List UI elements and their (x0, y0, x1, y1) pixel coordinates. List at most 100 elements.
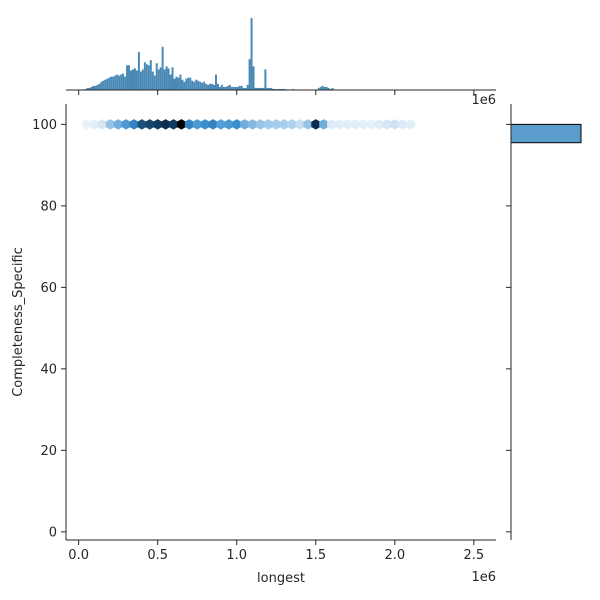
marginal-x-bar (106, 78, 109, 90)
hexbin-cell (184, 119, 194, 130)
hexbin-cell (287, 119, 297, 130)
hexbin-cell (97, 119, 107, 130)
marginal-x-bar (128, 65, 131, 90)
marginal-x-bar (197, 80, 200, 90)
marginal-x-bar (102, 80, 105, 90)
marginal-x-bar (151, 71, 154, 90)
marginal-x-bar (199, 81, 202, 90)
marginal-x-bar (84, 88, 87, 90)
hexbin-cell (232, 119, 242, 130)
marginal-x-bar (137, 51, 140, 90)
marginal-x-bar (165, 66, 168, 90)
marginal-x-bar (329, 88, 332, 90)
marginal-x-bar (187, 77, 190, 90)
hexbin-cell (311, 119, 321, 130)
hexbin-cell (192, 119, 202, 130)
marginal-x-bar (159, 67, 162, 90)
marginal-x-bar (126, 65, 129, 90)
marginal-x-bar (171, 67, 174, 90)
hexbin-cell (366, 119, 376, 130)
marginal-x-bar (135, 70, 138, 90)
marginal-x-bar (327, 87, 330, 90)
marginal-x-bar (90, 86, 93, 90)
marginal-x-bar (216, 83, 219, 90)
marginal-x-bar (331, 87, 334, 90)
marginal-x-bar (280, 88, 283, 90)
hexbin-cell (334, 119, 344, 130)
x-tick-label: 0.5 (147, 548, 168, 563)
marginal-x-bar (163, 69, 166, 90)
marginal-x-bar (226, 85, 229, 90)
marginal-x-bar (242, 87, 245, 90)
hexbin-cell (208, 119, 218, 130)
marginal-x-bar (108, 77, 111, 90)
hexbin-cell (105, 119, 115, 130)
marginal-x-bar (234, 86, 237, 90)
marginal-y-bar (510, 123, 582, 144)
hexbin-cell (145, 119, 155, 130)
marginal-x-bar (118, 75, 121, 90)
marginal-x-bar (250, 18, 253, 90)
marginal-x-bar (266, 87, 269, 90)
marginal-x-bar (252, 66, 255, 90)
hexbin-cell (121, 119, 131, 130)
x-offset-label-top: 1e6 (471, 93, 496, 108)
marginal-x-bar (143, 62, 146, 90)
marginal-x-bar (120, 74, 123, 90)
marginal-x-bar (278, 88, 281, 90)
marginal-x-bar (325, 86, 328, 90)
hexbin-cell (129, 119, 139, 130)
marginal-x-bar (240, 85, 243, 90)
marginal-x-bar (124, 76, 127, 90)
hexbin-cell (374, 119, 384, 130)
y-tick-label: 80 (40, 199, 57, 214)
marginal-x-bar (246, 84, 249, 90)
marginal-x-bar (86, 87, 89, 90)
marginal-x-bar (205, 83, 208, 90)
hexbin-cell (279, 119, 289, 130)
x-offset-label-bottom: 1e6 (471, 570, 496, 585)
y-tick-label: 60 (40, 281, 57, 296)
hexbin-cell (382, 119, 392, 130)
x-tick-label: 2.0 (384, 548, 405, 563)
hexbin-cell (255, 119, 265, 130)
marginal-x-bar (260, 87, 263, 90)
marginal-x-bar (262, 87, 265, 90)
y-tick-label: 100 (32, 118, 57, 133)
hexbin-cell (113, 119, 123, 130)
hexbin-cell (358, 119, 368, 130)
hexbin-cell (263, 119, 273, 130)
marginal-x-bar (110, 76, 113, 90)
marginal-x-bar (189, 77, 192, 90)
marginal-x-bar (209, 83, 212, 90)
hexbin-cell (303, 119, 313, 130)
marginal-x-bar (272, 88, 275, 90)
marginal-y-histogram (506, 104, 582, 540)
marginal-x-histogram (66, 18, 496, 95)
marginal-x-bar (248, 59, 251, 90)
marginal-x-bar (268, 87, 271, 90)
marginal-x-bar (321, 85, 324, 90)
marginal-x-bar (94, 85, 97, 90)
marginal-x-bar (201, 82, 204, 90)
marginal-x-bar (122, 73, 125, 90)
marginal-x-bar (177, 77, 180, 90)
marginal-x-bar (211, 83, 214, 90)
marginal-x-bar (147, 65, 150, 90)
marginal-x-bar (254, 87, 257, 90)
y-tick-label: 40 (40, 362, 57, 377)
marginal-x-bar (193, 81, 196, 90)
marginal-x-bar (238, 85, 241, 90)
marginal-x-bar (116, 74, 119, 90)
hexbin-cell (390, 119, 400, 130)
marginal-x-bar (203, 81, 206, 90)
marginal-x-bar (157, 69, 160, 90)
x-axis-label: longest (257, 571, 305, 586)
marginal-x-bar (167, 68, 170, 90)
marginal-x-bar (169, 74, 172, 90)
hexbin-cell (319, 119, 329, 130)
hexbin-cell (342, 119, 352, 130)
marginal-x-bar (133, 68, 136, 90)
y-tick-label: 0 (49, 525, 57, 540)
